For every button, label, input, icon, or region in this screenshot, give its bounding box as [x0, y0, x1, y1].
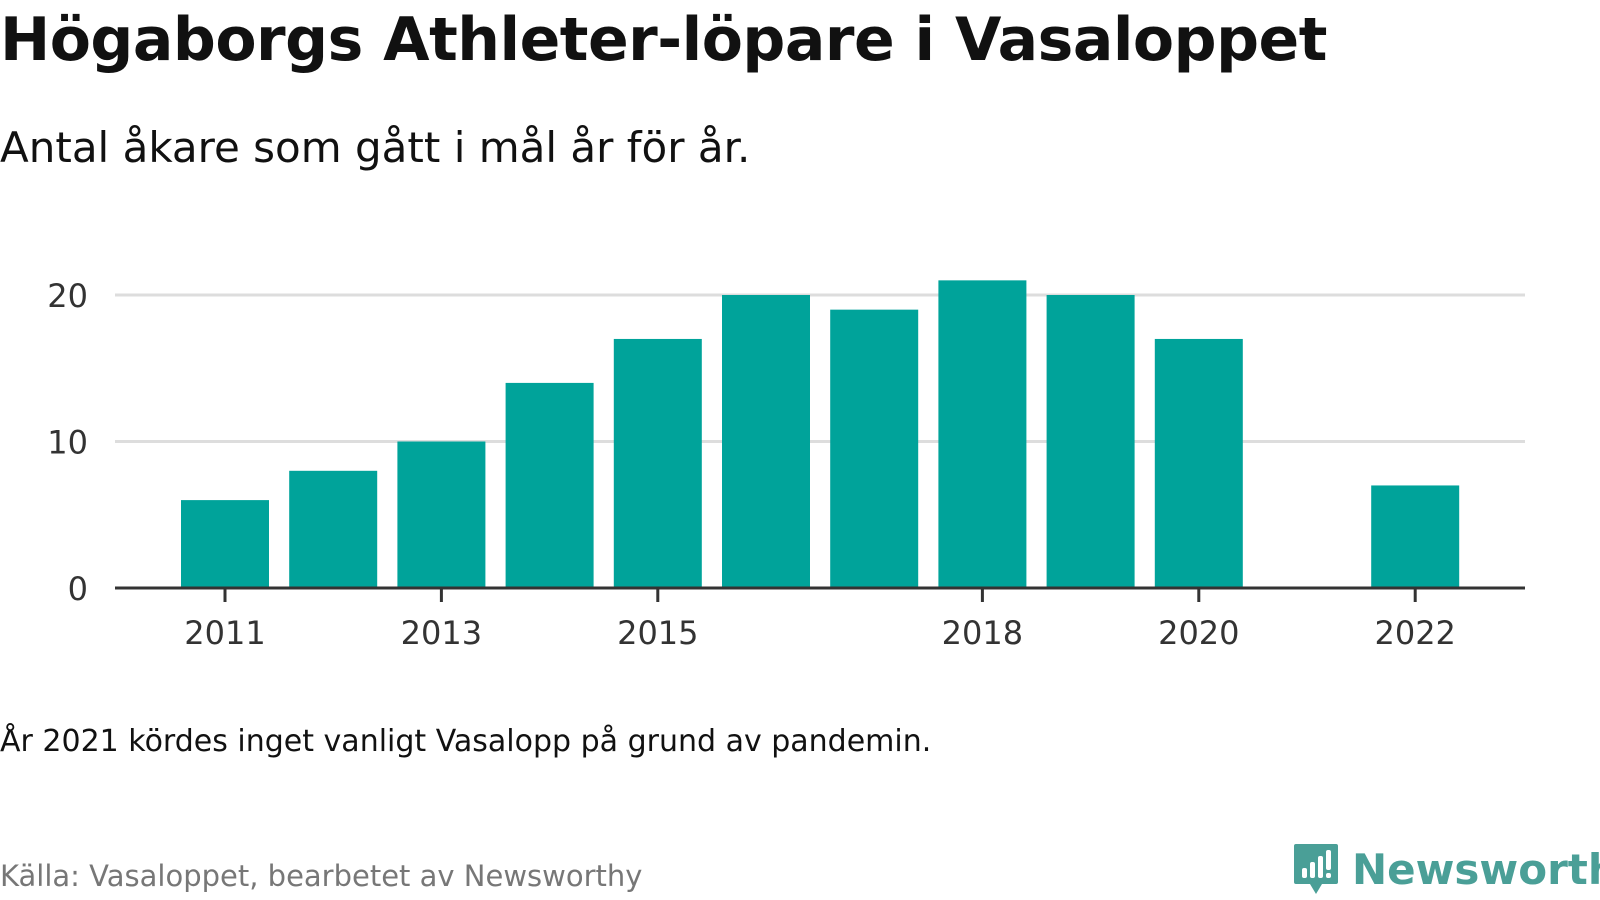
bar-2013 [397, 441, 486, 588]
bar-2014 [505, 382, 594, 588]
y-tick-label: 20 [47, 277, 88, 315]
x-tick-label: 2013 [401, 614, 482, 652]
chart-note: År 2021 kördes inget vanligt Vasalopp på… [0, 724, 932, 759]
chart-title: Högaborgs Athleter-löpare i Vasaloppet [0, 5, 1327, 75]
x-axis [115, 586, 1525, 602]
bar-2012 [289, 470, 378, 588]
x-tick-label: 2015 [617, 614, 698, 652]
newsworthy-logo[interactable]: Newsworthy [1292, 840, 1600, 900]
bar-2022 [1371, 485, 1460, 588]
bar-2015 [613, 338, 702, 588]
logo-text: Newsworthy [1352, 845, 1600, 894]
y-tick-label: 10 [47, 424, 88, 462]
bar-2018 [938, 280, 1027, 588]
x-tick-label: 2022 [1374, 614, 1455, 652]
bars [181, 280, 1460, 588]
x-tick-label: 2018 [942, 614, 1023, 652]
bar-chart-speech-bubble-icon [1294, 844, 1338, 894]
bar-2017 [830, 309, 919, 588]
bar-2020 [1154, 338, 1243, 588]
bar-2011 [181, 500, 269, 588]
chart-subtitle: Antal åkare som gått i mål år för år. [0, 123, 751, 172]
y-tick-label: 0 [68, 570, 88, 608]
source-credit: Källa: Vasaloppet, bearbetet av Newswort… [0, 859, 643, 893]
gridlines [115, 293, 1525, 443]
x-tick-label: 2020 [1158, 614, 1239, 652]
axis-labels: 0 10 20 2011 2013 2015 2018 2020 2022 [47, 277, 1456, 652]
bar-2019 [1046, 295, 1135, 588]
bar-2016 [722, 295, 810, 588]
x-tick-label: 2011 [184, 614, 265, 652]
